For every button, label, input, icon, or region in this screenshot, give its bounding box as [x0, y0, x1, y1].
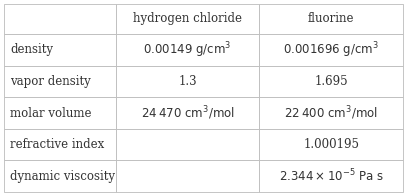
Text: 22 400 cm$^3$/mol: 22 400 cm$^3$/mol: [284, 104, 378, 122]
Bar: [116, 4, 259, 34]
Bar: [259, 129, 403, 161]
Text: 1.3: 1.3: [178, 75, 197, 88]
Bar: [4, 129, 116, 161]
Bar: [116, 66, 259, 97]
Text: 0.00149 g/cm$^3$: 0.00149 g/cm$^3$: [143, 40, 232, 60]
Bar: [259, 66, 403, 97]
Text: density: density: [10, 43, 53, 56]
Text: molar volume: molar volume: [10, 107, 92, 120]
Bar: [4, 66, 116, 97]
Text: dynamic viscosity: dynamic viscosity: [10, 170, 115, 183]
Text: hydrogen chloride: hydrogen chloride: [133, 13, 242, 25]
Text: 24 470 cm$^3$/mol: 24 470 cm$^3$/mol: [140, 104, 234, 122]
Bar: [259, 4, 403, 34]
Bar: [259, 161, 403, 192]
Text: $2.344\times10^{-5}$ Pa s: $2.344\times10^{-5}$ Pa s: [279, 168, 383, 185]
Bar: [4, 34, 116, 66]
Text: 0.001696 g/cm$^3$: 0.001696 g/cm$^3$: [283, 40, 379, 60]
Text: vapor density: vapor density: [10, 75, 91, 88]
Bar: [259, 34, 403, 66]
Bar: [116, 97, 259, 129]
Text: 1.000195: 1.000195: [303, 138, 359, 151]
Bar: [4, 4, 116, 34]
Bar: [259, 97, 403, 129]
Bar: [4, 97, 116, 129]
Text: 1.695: 1.695: [314, 75, 348, 88]
Bar: [116, 129, 259, 161]
Text: refractive index: refractive index: [10, 138, 105, 151]
Bar: [116, 34, 259, 66]
Text: fluorine: fluorine: [308, 13, 354, 25]
Bar: [116, 161, 259, 192]
Bar: [4, 161, 116, 192]
